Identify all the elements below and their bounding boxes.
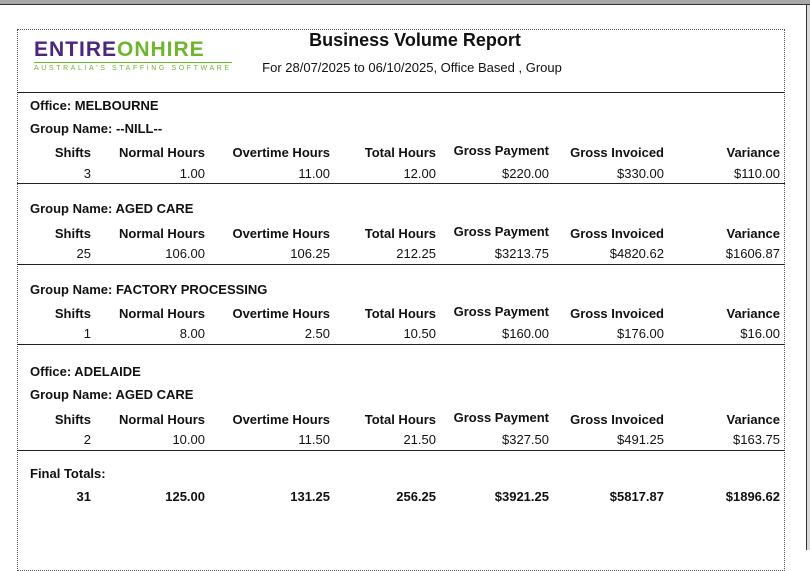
final-total-value: 125.00	[165, 489, 205, 504]
cell-value: 2	[83, 432, 91, 447]
cell-value: 106.25	[290, 246, 330, 261]
group-label: Group Name: FACTORY PROCESSING	[30, 282, 268, 297]
cell-value: 106.00	[165, 246, 205, 261]
column-header: Shifts	[54, 306, 91, 321]
cell-value: $330.00	[617, 166, 664, 181]
final-total-value: $3921.25	[494, 489, 549, 504]
cell-value: $491.25	[617, 432, 664, 447]
cell-value: $16.00	[740, 326, 780, 341]
column-header: Normal Hours	[119, 226, 205, 241]
column-header: Gross Invoiced	[570, 226, 664, 241]
cell-value: 212.25	[396, 246, 436, 261]
final-total-value: $5817.87	[609, 489, 664, 504]
column-header: Variance	[726, 226, 781, 241]
column-header: Variance	[726, 306, 781, 321]
column-header: Variance	[726, 145, 781, 160]
column-header: Total Hours	[364, 226, 436, 241]
column-header: Gross Payment	[453, 224, 549, 239]
cell-value: 2.50	[304, 326, 330, 341]
cell-value: 8.00	[179, 326, 205, 341]
cell-value: 3	[83, 166, 91, 181]
cell-value: 11.50	[298, 432, 330, 447]
column-header: Gross Payment	[453, 143, 549, 158]
column-header: Shifts	[54, 226, 91, 241]
column-header: Gross Payment	[453, 410, 549, 425]
viewer-top-bar	[0, 0, 810, 5]
cell-value: $160.00	[502, 326, 549, 341]
column-header: Shifts	[54, 412, 91, 427]
page-edge	[806, 5, 807, 550]
cell-value: 11.00	[298, 166, 330, 181]
cell-value: 21.50	[403, 432, 436, 447]
cell-value: $4820.62	[609, 246, 664, 261]
group-label: Group Name: --NILL--	[30, 121, 163, 136]
column-header: Total Hours	[364, 306, 436, 321]
column-header: Overtime Hours	[232, 412, 330, 427]
office-label: Office: MELBOURNE	[30, 98, 159, 113]
cell-value: $163.75	[733, 432, 780, 447]
column-header: Total Hours	[364, 145, 436, 160]
header-divider	[17, 92, 785, 93]
column-header: Total Hours	[364, 412, 436, 427]
section-divider	[17, 264, 785, 265]
section-divider	[17, 183, 785, 184]
cell-value: $220.00	[502, 166, 549, 181]
column-header: Overtime Hours	[232, 306, 330, 321]
final-total-value: 256.25	[396, 489, 436, 504]
cell-value: $176.00	[617, 326, 664, 341]
column-header: Overtime Hours	[232, 226, 330, 241]
column-header: Shifts	[54, 145, 91, 160]
cell-value: 1	[83, 326, 91, 341]
cell-value: 25	[76, 246, 91, 261]
column-header: Normal Hours	[119, 412, 205, 427]
cell-value: 10.50	[403, 326, 436, 341]
column-header: Gross Invoiced	[570, 412, 664, 427]
company-logo: ENTIREONHIRE AUSTRALIA'S STAFFING SOFTWA…	[34, 38, 232, 72]
final-total-value: 31	[76, 489, 91, 504]
column-header: Normal Hours	[119, 145, 205, 160]
section-divider	[17, 450, 785, 451]
section-divider	[17, 344, 785, 345]
cell-value: $327.50	[502, 432, 549, 447]
cell-value: $3213.75	[494, 246, 549, 261]
column-header: Normal Hours	[119, 306, 205, 321]
cell-value: $110.00	[733, 166, 780, 181]
column-header: Overtime Hours	[232, 145, 330, 160]
final-total-value: 131.25	[290, 489, 330, 504]
cell-value: 1.00	[179, 166, 205, 181]
office-label: Office: ADELAIDE	[30, 364, 141, 379]
report-title: Business Volume Report	[309, 30, 521, 50]
report-subtitle: For 28/07/2025 to 06/10/2025, Office Bas…	[262, 60, 562, 75]
column-header: Gross Invoiced	[570, 306, 664, 321]
group-label: Group Name: AGED CARE	[30, 201, 194, 216]
cell-value: 10.00	[172, 432, 205, 447]
cell-value: 12.00	[403, 166, 436, 181]
logo-tagline: AUSTRALIA'S STAFFING SOFTWARE	[34, 62, 232, 72]
column-header: Variance	[726, 412, 781, 427]
column-header: Gross Invoiced	[570, 145, 664, 160]
cell-value: $1606.87	[725, 246, 780, 261]
final-totals-label: Final Totals:	[30, 466, 106, 481]
logo-text-2: ONHIRE	[117, 38, 205, 61]
column-header: Gross Payment	[453, 304, 549, 319]
final-total-value: $1896.62	[725, 489, 780, 504]
logo-text-1: ENTIRE	[34, 38, 118, 61]
viewer-right-margin	[807, 5, 810, 550]
group-label: Group Name: AGED CARE	[30, 387, 194, 402]
